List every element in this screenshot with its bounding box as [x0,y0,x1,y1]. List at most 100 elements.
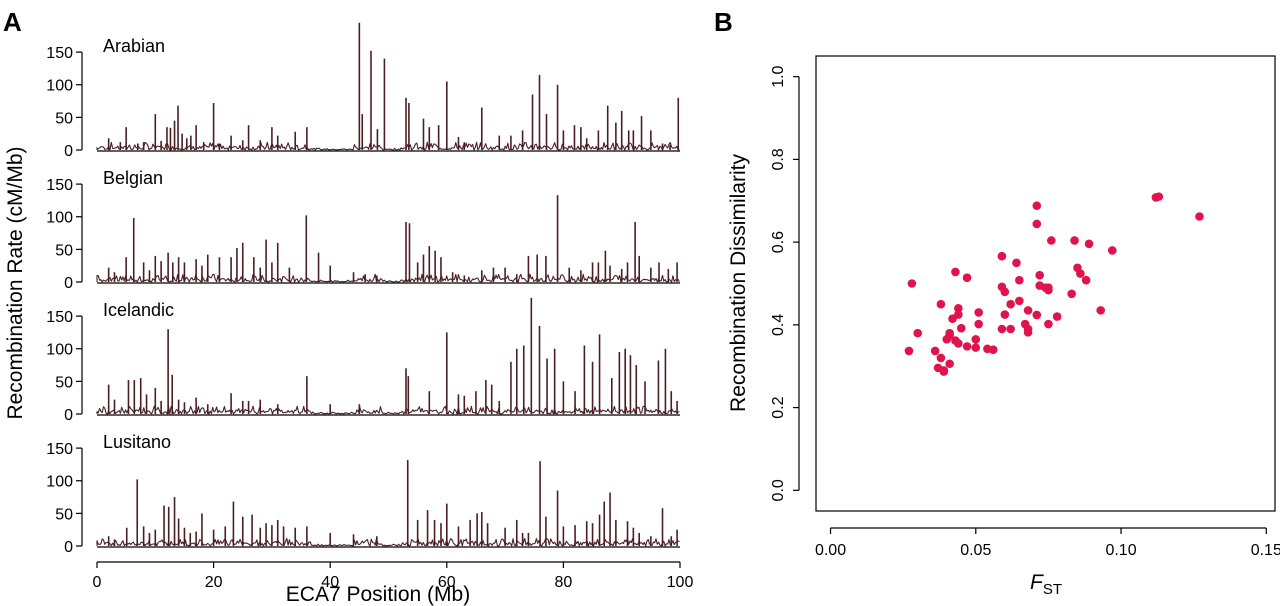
scatter-point [1081,275,1091,285]
scatter-point [1044,285,1053,295]
x-tick-label: 60 [438,574,456,591]
y-tick-label: 150 [46,177,73,194]
y-axis-title: Recombination Dissimilarity [727,154,750,412]
rate-track-belgian: 0 50 100 150 Belgian [46,168,680,292]
y-tick-label: 50 [55,506,73,523]
scatter-point [1047,236,1056,245]
breed-label: Icelandic [103,300,174,320]
x-tick-label: 0.10 [1105,542,1136,559]
scatter-point [936,353,946,363]
x-tick-label: 80 [555,574,573,591]
scatter-point [1023,306,1033,315]
x-tick-label: 0.15 [1251,542,1280,559]
y-tick-label: 150 [46,441,73,458]
scatter-point [1032,219,1042,229]
scatter-point [962,342,972,351]
y-tick-label: 50 [55,110,73,127]
y-tick-label: 150 [46,309,73,326]
x-tick-label: 100 [667,574,694,591]
scatter-point [1006,324,1015,334]
scatter-point [997,324,1007,334]
scatter-point [939,366,949,375]
rate-track-lusitano: 0 50 100 150 Lusitano [46,432,680,556]
x-tick-label: 20 [205,574,223,591]
scatter-point [1023,328,1033,337]
y-tick-label: 0 [64,539,73,556]
scatter-point [954,339,963,348]
scatter-point [1012,258,1021,268]
scatter-point [1032,310,1042,320]
y-tick-label: 100 [46,78,73,95]
y-tick-label: 0.4 [770,314,787,336]
y-axis-title: Recombination Rate (cM/Mb) [4,146,27,419]
y-tick-label: 50 [55,242,73,259]
scatter-point [988,345,998,354]
scatter-point [913,328,922,338]
panel-a-letter: A [3,7,22,37]
x-tick-label: 0.00 [815,542,846,559]
y-tick-label: 50 [55,374,73,391]
scatter-point [962,273,972,283]
scatter-point [951,267,960,277]
y-tick-label: 0.8 [770,148,787,170]
breed-label: Belgian [103,168,163,188]
rate-noise-line [96,537,680,547]
x-axis-title: ECA7 Position (Mb) [286,583,470,606]
scatter-point [1070,236,1079,245]
x-tick-label: 0.05 [960,542,991,559]
y-tick-label: 0.2 [770,396,787,418]
scatter-point [1035,270,1044,280]
y-tick-label: 100 [46,210,73,227]
scatter-point [1015,275,1024,285]
scatter-point [1052,312,1062,321]
breed-label: Lusitano [103,432,171,452]
scatter-point [971,335,981,344]
x-axis-title-subscript: ST [1043,581,1062,598]
scatter-point [974,308,983,317]
y-tick-label: 100 [46,342,73,359]
rate-noise-line [96,141,680,151]
scatter-point [904,346,914,356]
panel-a-recombination-rate: 0 50 100 150 Arabian 0 50 100 150 Belgian 0 50 100 15… [4,22,694,606]
scatter-point [1076,269,1085,278]
y-tick-label: 0.6 [770,231,787,253]
breed-label: Arabian [103,36,165,56]
y-tick-label: 150 [46,45,73,62]
scatter-point [1000,287,1010,297]
x-axis-title-main: F [1030,571,1044,594]
scatter-point [942,335,952,344]
scatter-point [1108,246,1117,255]
y-tick-label: 1.0 [770,65,787,87]
scatter-point [1084,239,1094,249]
scatter-point [1067,289,1076,299]
scatter-point [956,323,966,333]
rate-noise-line [96,405,680,415]
y-tick-label: 0 [64,275,73,292]
y-tick-label: 0 [64,143,73,160]
y-tick-label: 0 [64,407,73,424]
x-tick-label: 40 [321,574,339,591]
scatter-point [907,279,917,288]
scatter-point [974,319,983,329]
scatter-point [930,346,940,356]
scatter-point [1044,319,1053,329]
scatter-point [1195,212,1204,221]
scatter-point [1032,201,1042,211]
rate-noise-line [96,273,680,283]
scatter-point [1000,310,1010,319]
rate-track-arabian: 0 50 100 150 Arabian [46,22,680,160]
y-tick-label: 100 [46,474,73,491]
scatter-point [948,314,957,323]
x-tick-label: 0 [93,574,102,591]
scatter-point [954,304,963,313]
plot-frame [815,55,1276,512]
scatter-point [945,359,954,369]
scatter-point [1096,306,1105,315]
scatter-point [1154,192,1164,201]
scatter-point [971,343,981,352]
panel-b-letter: B [714,7,733,37]
scatter-point [936,299,946,309]
scatter-point [1006,299,1015,309]
scatter-point [997,251,1007,261]
